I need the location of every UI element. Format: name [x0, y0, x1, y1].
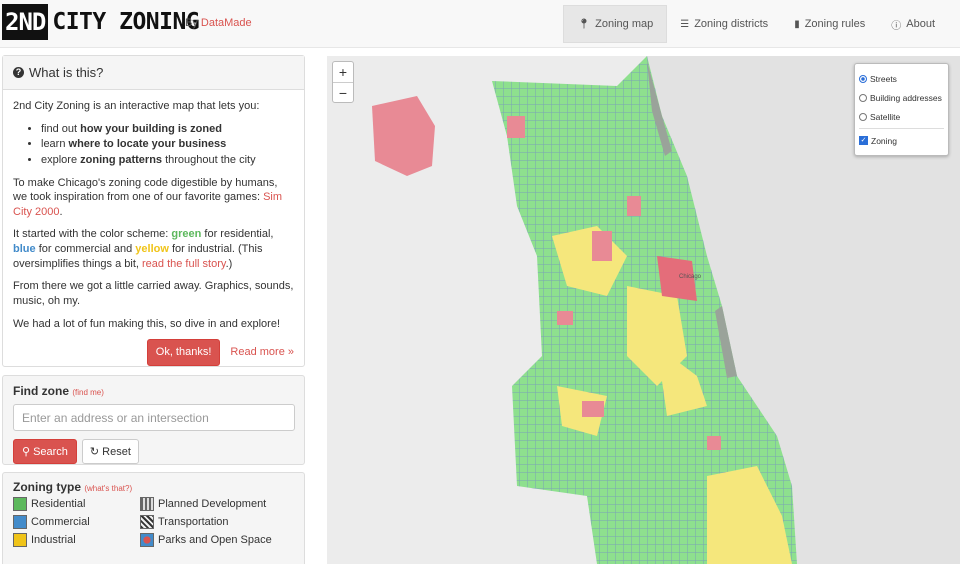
radio-building-addresses[interactable] — [859, 93, 867, 102]
zoning-type-title: Zoning type (what's that?) — [13, 480, 133, 494]
simcity-link[interactable]: Sim City 2000 — [13, 191, 283, 218]
question-icon: ? — [13, 67, 24, 78]
about-actions: Ok, thanks! Read more » — [13, 339, 294, 366]
search-icon: ⚲ — [22, 446, 31, 458]
book-icon: ▮ — [794, 18, 800, 30]
find-zone-title: Find zone (find me) — [13, 384, 104, 398]
zoom-in-button[interactable]: + — [338, 64, 348, 80]
map-marker-icon: 📍︎ — [577, 18, 591, 30]
planned-development-icon — [140, 497, 154, 511]
whats-that-link[interactable]: (what's that?) — [84, 484, 133, 493]
layer-control: Streets Building addresses Satellite ✓ Zo… — [854, 63, 949, 156]
brand-logo[interactable]: 2ND CITY ZONING — [2, 4, 200, 40]
nav-zoning-map[interactable]: 📍︎ Zoning map — [563, 5, 668, 43]
map-canvas: Chicago — [372, 56, 960, 564]
list-item: learn where to locate your business — [41, 137, 294, 152]
residential-icon — [13, 497, 27, 511]
address-search-input[interactable] — [13, 404, 295, 431]
list-icon: ☰ — [680, 18, 690, 30]
type-planned-development[interactable]: Planned Development — [140, 497, 300, 511]
navbar: 2ND CITY ZONING By DataMade 📍︎ Zoning ma… — [0, 0, 960, 48]
city-label-chicago: Chicago — [679, 274, 702, 280]
zoning-map[interactable]: Chicago + − Streets Building addresses S… — [327, 56, 960, 564]
byline: By DataMade — [185, 17, 252, 29]
about-panel-header: ? What is this? — [3, 56, 304, 90]
type-commercial[interactable]: Commercial — [13, 515, 140, 529]
logo-text: CITY ZONING — [52, 9, 200, 35]
type-parks[interactable]: Parks and Open Space — [140, 533, 300, 547]
layer-satellite[interactable]: Satellite — [859, 107, 944, 126]
commercial-icon — [13, 515, 27, 529]
read-more-link[interactable]: Read more » — [230, 346, 294, 359]
find-buttons: ⚲ Search ↻ Reset — [13, 439, 294, 464]
find-zone-panel: Find zone (find me) ⚲Search ↻Reset — [2, 375, 305, 465]
search-button[interactable]: ⚲ Search — [13, 439, 77, 464]
layer-building-addresses[interactable]: Building addresses — [859, 88, 944, 107]
reset-button[interactable]: ↻ Reset — [81, 439, 139, 464]
about-panel: ? What is this? 2nd City Zoning is an in… — [2, 55, 305, 367]
info-icon: ⓘ — [891, 20, 902, 32]
list-item: find out how your building is zoned — [41, 122, 294, 137]
find-me-link[interactable]: (find me) — [72, 388, 104, 397]
refresh-icon: ↻ — [89, 446, 100, 458]
main-nav: 📍︎ Zoning map ☰ Zoning districts ▮ Zonin… — [563, 0, 948, 48]
type-transportation[interactable]: Transportation — [140, 515, 300, 529]
about-body: 2nd City Zoning is an interactive map th… — [3, 90, 304, 375]
full-story-link[interactable]: read the full story — [142, 257, 226, 270]
list-item: explore zoning patterns throughout the c… — [41, 153, 294, 168]
layer-divider — [859, 128, 944, 129]
nav-zoning-districts[interactable]: ☰ Zoning districts — [680, 18, 769, 30]
about-title: What is this? — [29, 65, 104, 80]
radio-streets[interactable] — [859, 74, 867, 83]
feature-list: find out how your building is zoned lear… — [41, 122, 294, 168]
nav-zoning-rules[interactable]: ▮ Zoning rules — [794, 18, 866, 30]
zoning-type-list: Residential Planned Development Commerci… — [13, 497, 294, 547]
layer-zoning[interactable]: ✓ Zoning — [859, 135, 897, 146]
logo-box: 2ND — [2, 4, 49, 40]
layer-streets[interactable]: Streets — [859, 69, 944, 88]
about-p3: From there we got a little carried away.… — [13, 280, 294, 307]
about-p2: It started with the color scheme: green … — [13, 228, 274, 270]
industrial-icon — [13, 533, 27, 547]
ok-thanks-button[interactable]: Ok, thanks! — [146, 339, 221, 366]
radio-satellite[interactable] — [859, 112, 867, 121]
type-residential[interactable]: Residential — [13, 497, 140, 511]
transportation-icon — [140, 515, 154, 529]
about-p1: To make Chicago's zoning code digestible… — [13, 176, 283, 218]
type-industrial[interactable]: Industrial — [13, 533, 140, 547]
zoning-type-panel: Zoning type (what's that?) Residential P… — [2, 472, 305, 564]
parks-icon — [140, 533, 154, 547]
about-intro: 2nd City Zoning is an interactive map th… — [13, 100, 260, 112]
about-p4: We had a lot of fun making this, so dive… — [13, 317, 281, 330]
zoom-control: + − — [332, 61, 354, 103]
nav-about[interactable]: ⓘ About — [891, 18, 935, 32]
checkbox-zoning[interactable]: ✓ — [859, 136, 868, 145]
zoom-out-button[interactable]: − — [333, 82, 353, 102]
datamade-link[interactable]: DataMade — [200, 17, 252, 29]
